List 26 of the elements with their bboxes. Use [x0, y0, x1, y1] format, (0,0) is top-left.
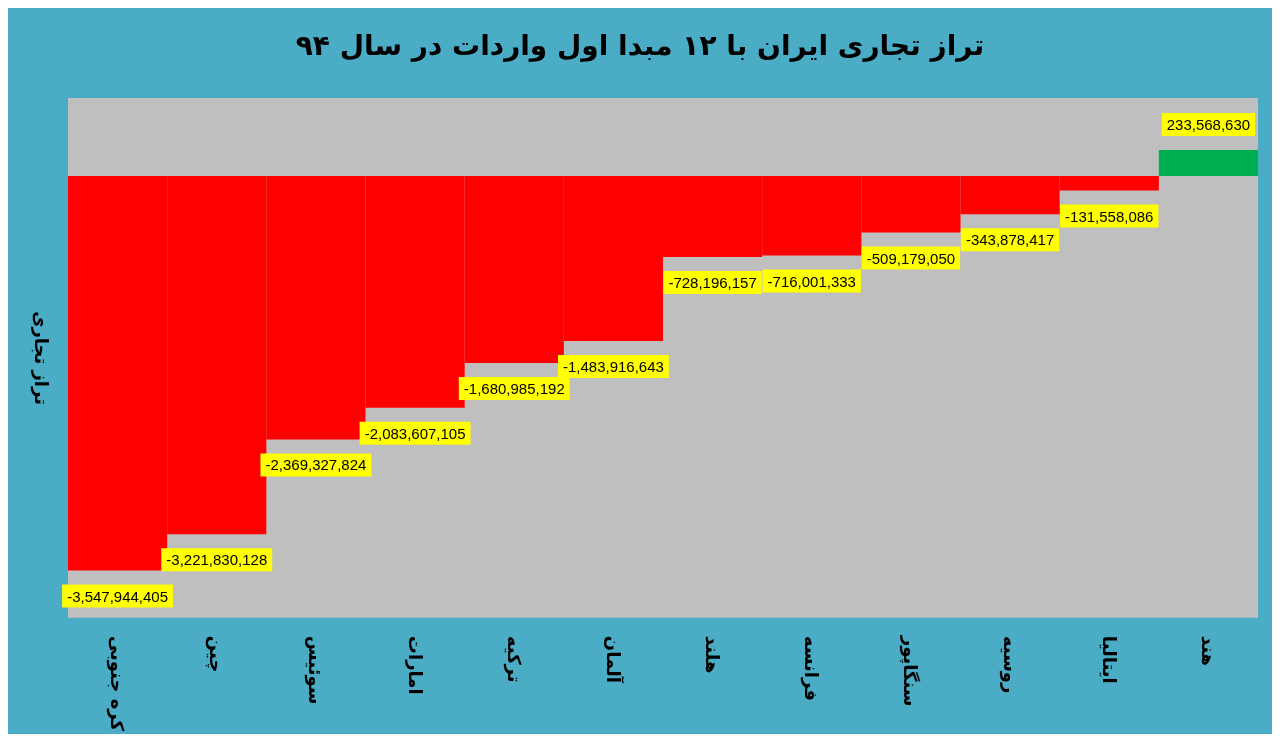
data-label: -716,001,333: [767, 272, 856, 290]
x-tick-label: روسیه: [998, 635, 1021, 694]
y-axis-title: تراز تجاری: [29, 310, 52, 405]
x-tick-label: ترکیه: [502, 635, 525, 683]
x-tick-label: سنگاپور: [899, 634, 922, 707]
chart-title: تراز تجاری ایران با ۱۲ مبدا اول واردات در سال ۹۴: [295, 28, 985, 62]
data-label: -1,483,916,643: [562, 357, 664, 375]
x-tick-label: ایتالیا: [1098, 635, 1120, 684]
data-label: -1,680,985,192: [463, 379, 565, 397]
x-tick-label: هلند: [702, 635, 724, 674]
data-label: -2,369,327,824: [265, 456, 367, 474]
data-label: -2,083,607,105: [364, 424, 466, 442]
data-label: -3,221,830,128: [166, 551, 268, 569]
x-tick-label: آلمان: [602, 635, 625, 684]
data-label: 233,568,630: [1166, 115, 1251, 133]
data-label: -728,196,157: [668, 273, 757, 291]
x-tick-label: امارات: [404, 635, 426, 695]
x-tick-label: سوئیس: [304, 635, 327, 705]
x-tick-label: کره جنوبی: [106, 635, 129, 732]
x-tick-label: فرانسه: [800, 635, 823, 702]
data-label: -343,878,417: [965, 231, 1055, 249]
data-label: -131,558,086: [1065, 207, 1154, 225]
data-label: -509,179,050: [866, 249, 956, 267]
x-tick-label: چین: [205, 635, 228, 673]
x-tick-label: هند: [1197, 635, 1219, 667]
data-label: -3,547,944,405: [67, 587, 169, 605]
